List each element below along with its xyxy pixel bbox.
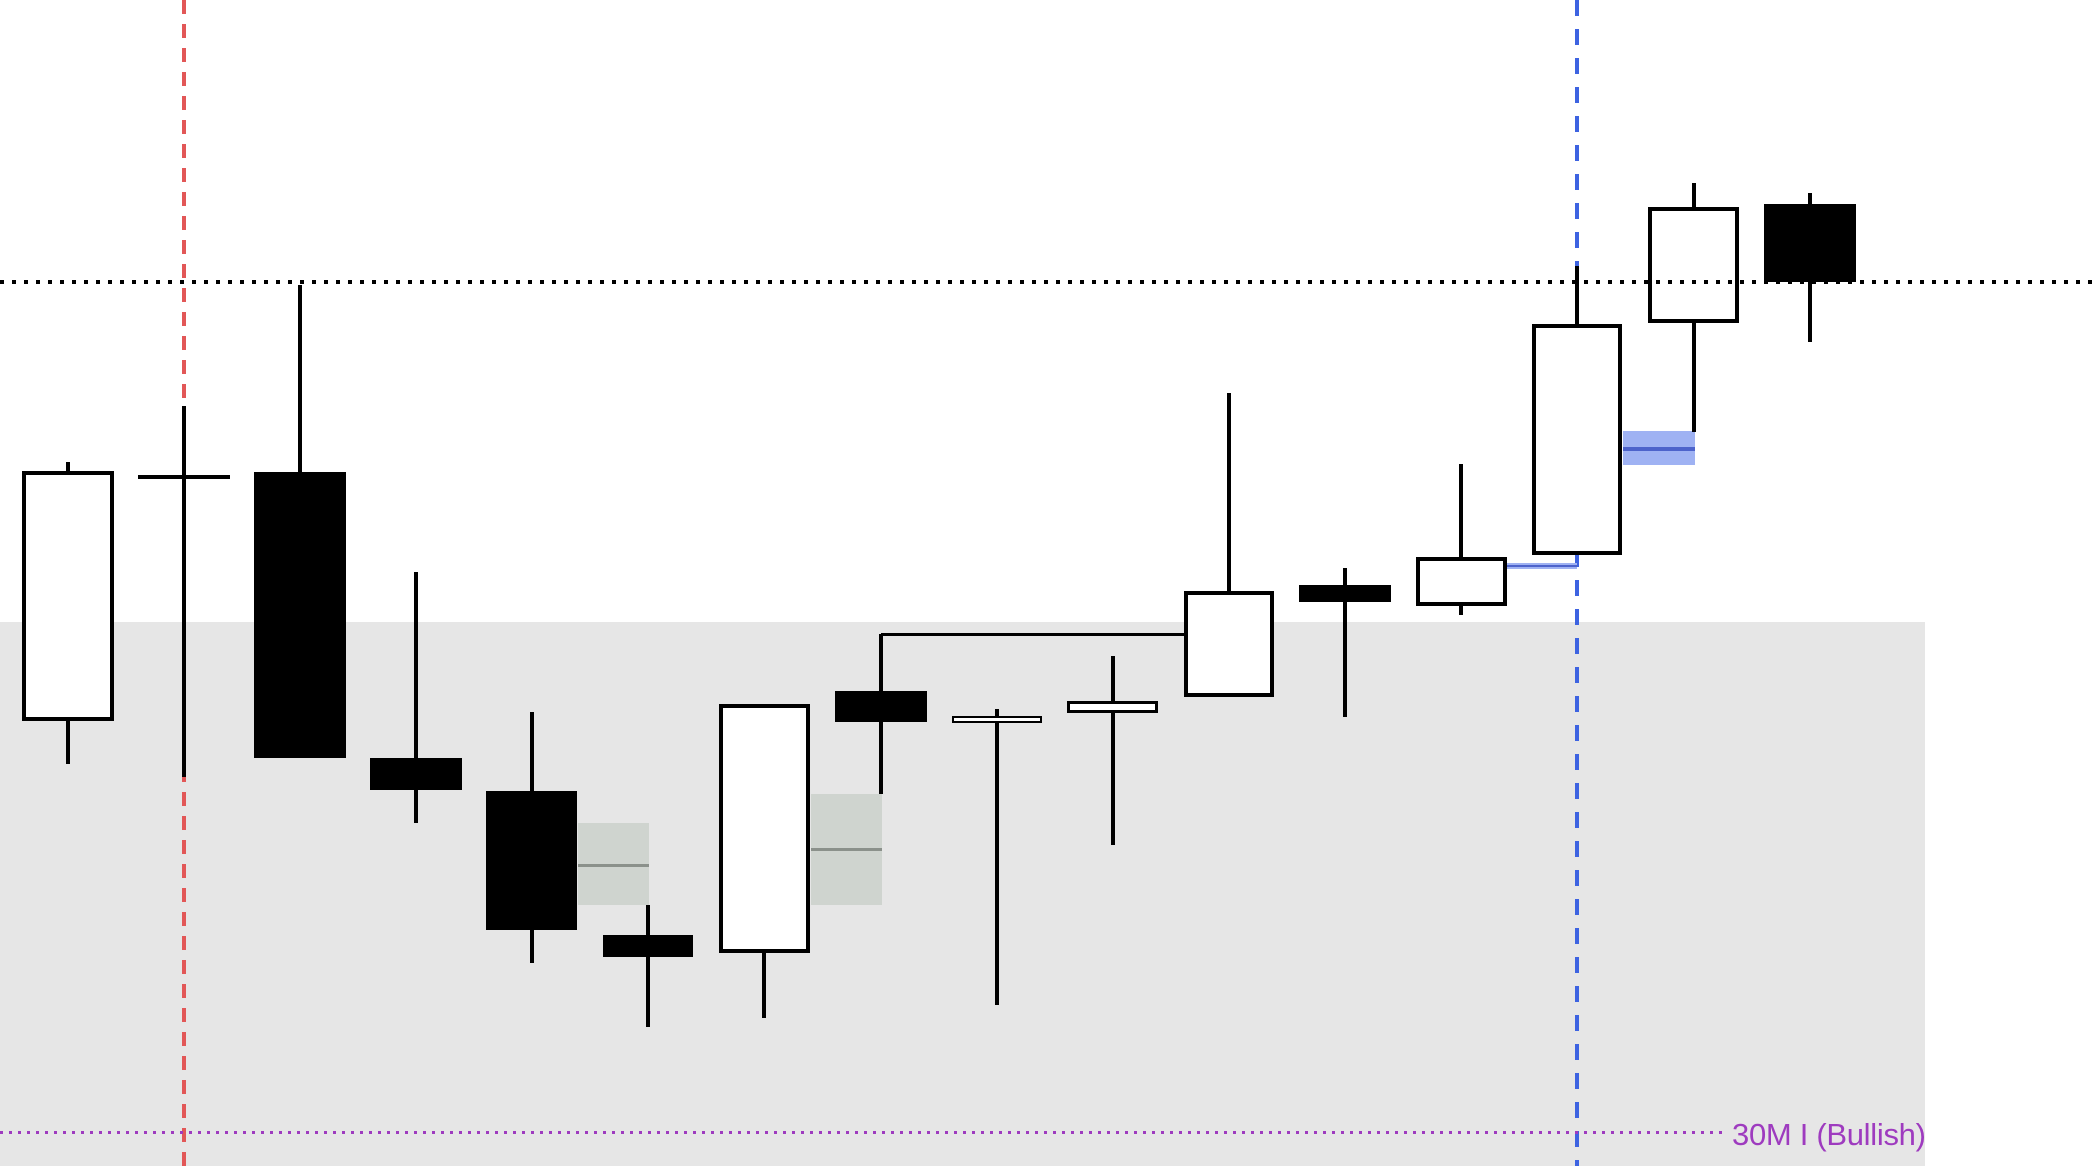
candle-2-body bbox=[138, 475, 230, 479]
candle-12-wick bbox=[1343, 568, 1347, 717]
candle-13-wick bbox=[1459, 464, 1463, 615]
timeframe-bias-label[interactable]: 30M I (Bullish) bbox=[1732, 1117, 1926, 1152]
black-dotted-hline bbox=[0, 280, 2098, 284]
candle-8-body bbox=[835, 691, 927, 722]
fvg-box-2-midline bbox=[811, 848, 882, 851]
candle-14-body bbox=[1532, 324, 1622, 555]
candle-11-wick bbox=[1227, 393, 1231, 697]
candle-16-body bbox=[1764, 204, 1856, 282]
candle-7-body bbox=[719, 704, 810, 953]
candle-4-body bbox=[370, 758, 462, 790]
purple-dotted-hline bbox=[0, 1131, 1724, 1134]
candle-6-wick bbox=[646, 905, 650, 1027]
candle-10-wick bbox=[1111, 656, 1115, 845]
candle-2-wick bbox=[182, 406, 186, 777]
candle-13-body bbox=[1416, 557, 1507, 606]
candle-1-body bbox=[22, 471, 114, 721]
candle-3-body bbox=[254, 472, 346, 758]
blue-underline-core bbox=[1507, 565, 1577, 567]
candle-5-body bbox=[486, 791, 577, 930]
blue-dashed-vline bbox=[1575, 0, 1579, 1166]
candle-12-body bbox=[1299, 585, 1391, 602]
candle-6-body bbox=[603, 935, 693, 957]
candle-10-body bbox=[1067, 701, 1158, 713]
fvg-box-1-midline bbox=[578, 864, 649, 867]
candle-9-body bbox=[952, 716, 1042, 723]
inducement-line bbox=[881, 633, 1185, 636]
candle-4-wick bbox=[414, 572, 418, 823]
candle-15-body bbox=[1648, 207, 1739, 323]
blue-box-midline bbox=[1623, 447, 1695, 451]
candle-9-wick bbox=[995, 709, 999, 1005]
candle-11-body bbox=[1184, 591, 1274, 697]
